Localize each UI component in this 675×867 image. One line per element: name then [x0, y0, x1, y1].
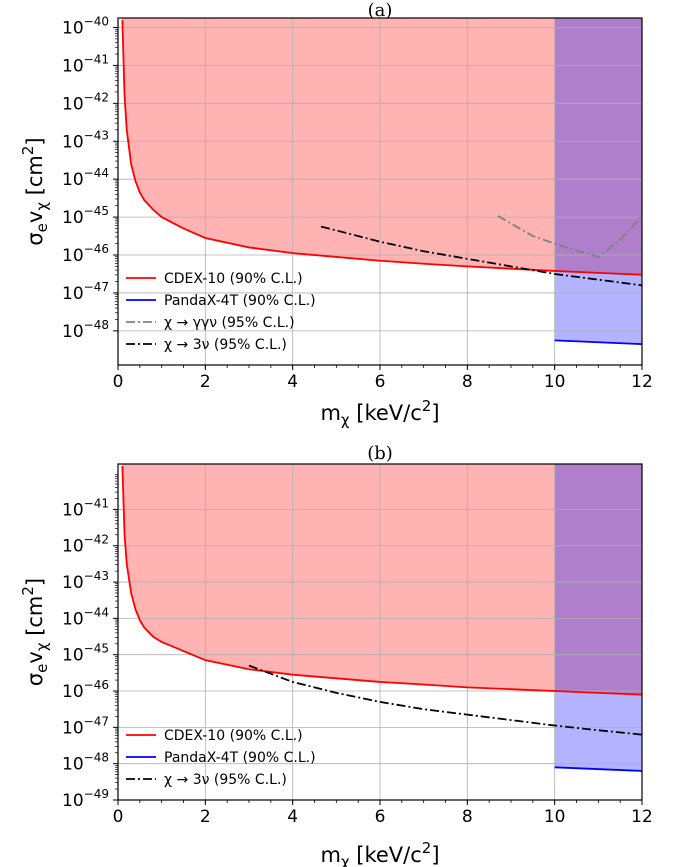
legend-label: PandaX-4T (90% C.L.) [164, 750, 316, 766]
legend-label: χ → 3ν (95% C.L.) [164, 337, 287, 353]
series-line-0 [121, 19, 642, 276]
y-tick-label: 10−47 [62, 714, 109, 738]
y-tick-label: 10−45 [62, 642, 109, 666]
y-tick-label: 10−49 [62, 787, 109, 811]
x-tick-label: 12 [631, 807, 653, 827]
x-tick-label: 8 [462, 807, 473, 827]
y-tick-label: 10−44 [62, 605, 109, 629]
x-tick-label: 0 [113, 372, 124, 392]
legend-label: CDEX-10 (90% C.L.) [164, 271, 303, 287]
y-tick-label: 10−41 [62, 496, 109, 520]
cdex-excluded-region [122, 464, 642, 695]
chart-panel: 0 2 4 6 8 10 12 10−49 10−48 10−47 10−46 10−45 10−44 1… [19, 443, 653, 867]
x-tick-label: 10 [544, 807, 566, 827]
panel-title: (a) [368, 0, 393, 21]
x-tick-label: 8 [462, 372, 473, 392]
y-axis-label: σevχ [cm2] [19, 578, 51, 686]
x-tick-label: 6 [375, 807, 386, 827]
y-tick-label: 10−46 [62, 678, 109, 702]
series-line-0 [121, 465, 642, 696]
overlap-excluded-region [554, 18, 642, 275]
x-tick-label: 0 [113, 807, 124, 827]
overlap-excluded-region [554, 464, 642, 695]
y-tick-label: 10−43 [62, 128, 109, 152]
y-tick-label: 10−48 [62, 318, 109, 342]
y-tick-label: 10−46 [62, 242, 109, 266]
y-tick-label: 10−47 [62, 280, 109, 304]
cdex-excluded-region [122, 18, 642, 275]
x-tick-label: 4 [287, 372, 298, 392]
y-tick-label: 10−42 [62, 90, 109, 114]
series-line-1 [554, 766, 642, 772]
legend-label: χ → 3ν (95% C.L.) [164, 772, 287, 788]
series-line-2 [248, 664, 642, 736]
chart-panel: 0 2 4 6 8 10 12 10−48 10−47 10−46 10−45 10−44 10−43 1… [19, 0, 653, 429]
y-tick-label: 10−44 [62, 166, 109, 190]
y-tick-label: 10−41 [62, 52, 109, 76]
series-line-3 [320, 225, 642, 287]
y-tick-label: 10−48 [62, 751, 109, 775]
x-axis-label: mχ [keV/c2] [320, 839, 439, 867]
x-tick-label: 12 [631, 372, 653, 392]
x-tick-label: 10 [544, 372, 566, 392]
x-tick-label: 6 [375, 372, 386, 392]
series-line-2 [497, 215, 642, 258]
y-tick-label: 10−40 [62, 14, 109, 38]
series-line-1 [554, 339, 642, 346]
legend-label: χ → γγν (95% C.L.) [164, 315, 295, 331]
legend-label: PandaX-4T (90% C.L.) [164, 293, 316, 309]
x-tick-label: 2 [200, 807, 211, 827]
y-tick-label: 10−43 [62, 569, 109, 593]
legend-label: CDEX-10 (90% C.L.) [164, 728, 303, 744]
y-tick-label: 10−45 [62, 204, 109, 228]
x-tick-label: 4 [287, 807, 298, 827]
y-tick-label: 10−42 [62, 533, 109, 557]
x-tick-label: 2 [200, 372, 211, 392]
panel-title: (b) [367, 443, 393, 464]
y-axis-label: σevχ [cm2] [19, 137, 51, 245]
x-axis-label: mχ [keV/c2] [320, 397, 439, 429]
